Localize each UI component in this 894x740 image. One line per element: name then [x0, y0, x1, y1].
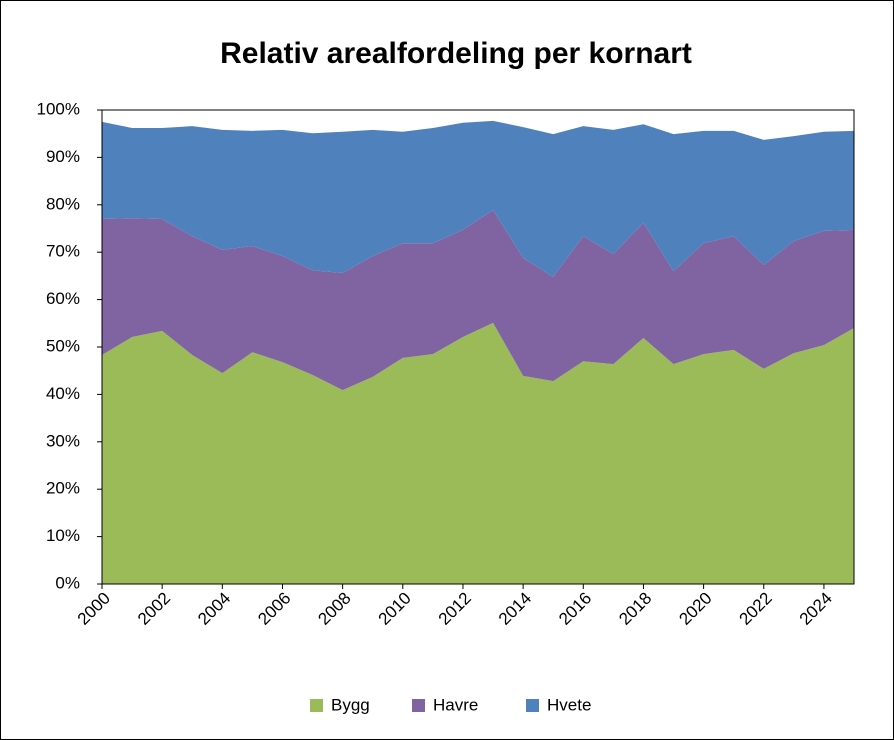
y-tick-label: 30% [46, 431, 80, 450]
legend-swatch [526, 699, 539, 712]
legend-label: Havre [433, 695, 478, 714]
y-tick-label: 0% [55, 573, 80, 592]
y-tick-label: 10% [46, 526, 80, 545]
y-tick-label: 20% [46, 479, 80, 498]
area [102, 120, 854, 277]
area [102, 210, 854, 391]
legend-label: Hvete [547, 695, 591, 714]
legend-swatch [310, 699, 323, 712]
y-tick-label: 60% [46, 289, 80, 308]
y-tick-label: 40% [46, 384, 80, 403]
area [102, 322, 854, 584]
legend-swatch [412, 699, 425, 712]
y-tick-label: 50% [46, 336, 80, 355]
y-tick-label: 80% [46, 194, 80, 213]
y-tick-label: 70% [46, 242, 80, 261]
legend-label: Bygg [331, 695, 370, 714]
y-tick-label: 90% [46, 147, 80, 166]
chart-title: Relativ arealfordeling per kornart [220, 37, 692, 70]
y-tick-label: 100% [37, 99, 80, 118]
